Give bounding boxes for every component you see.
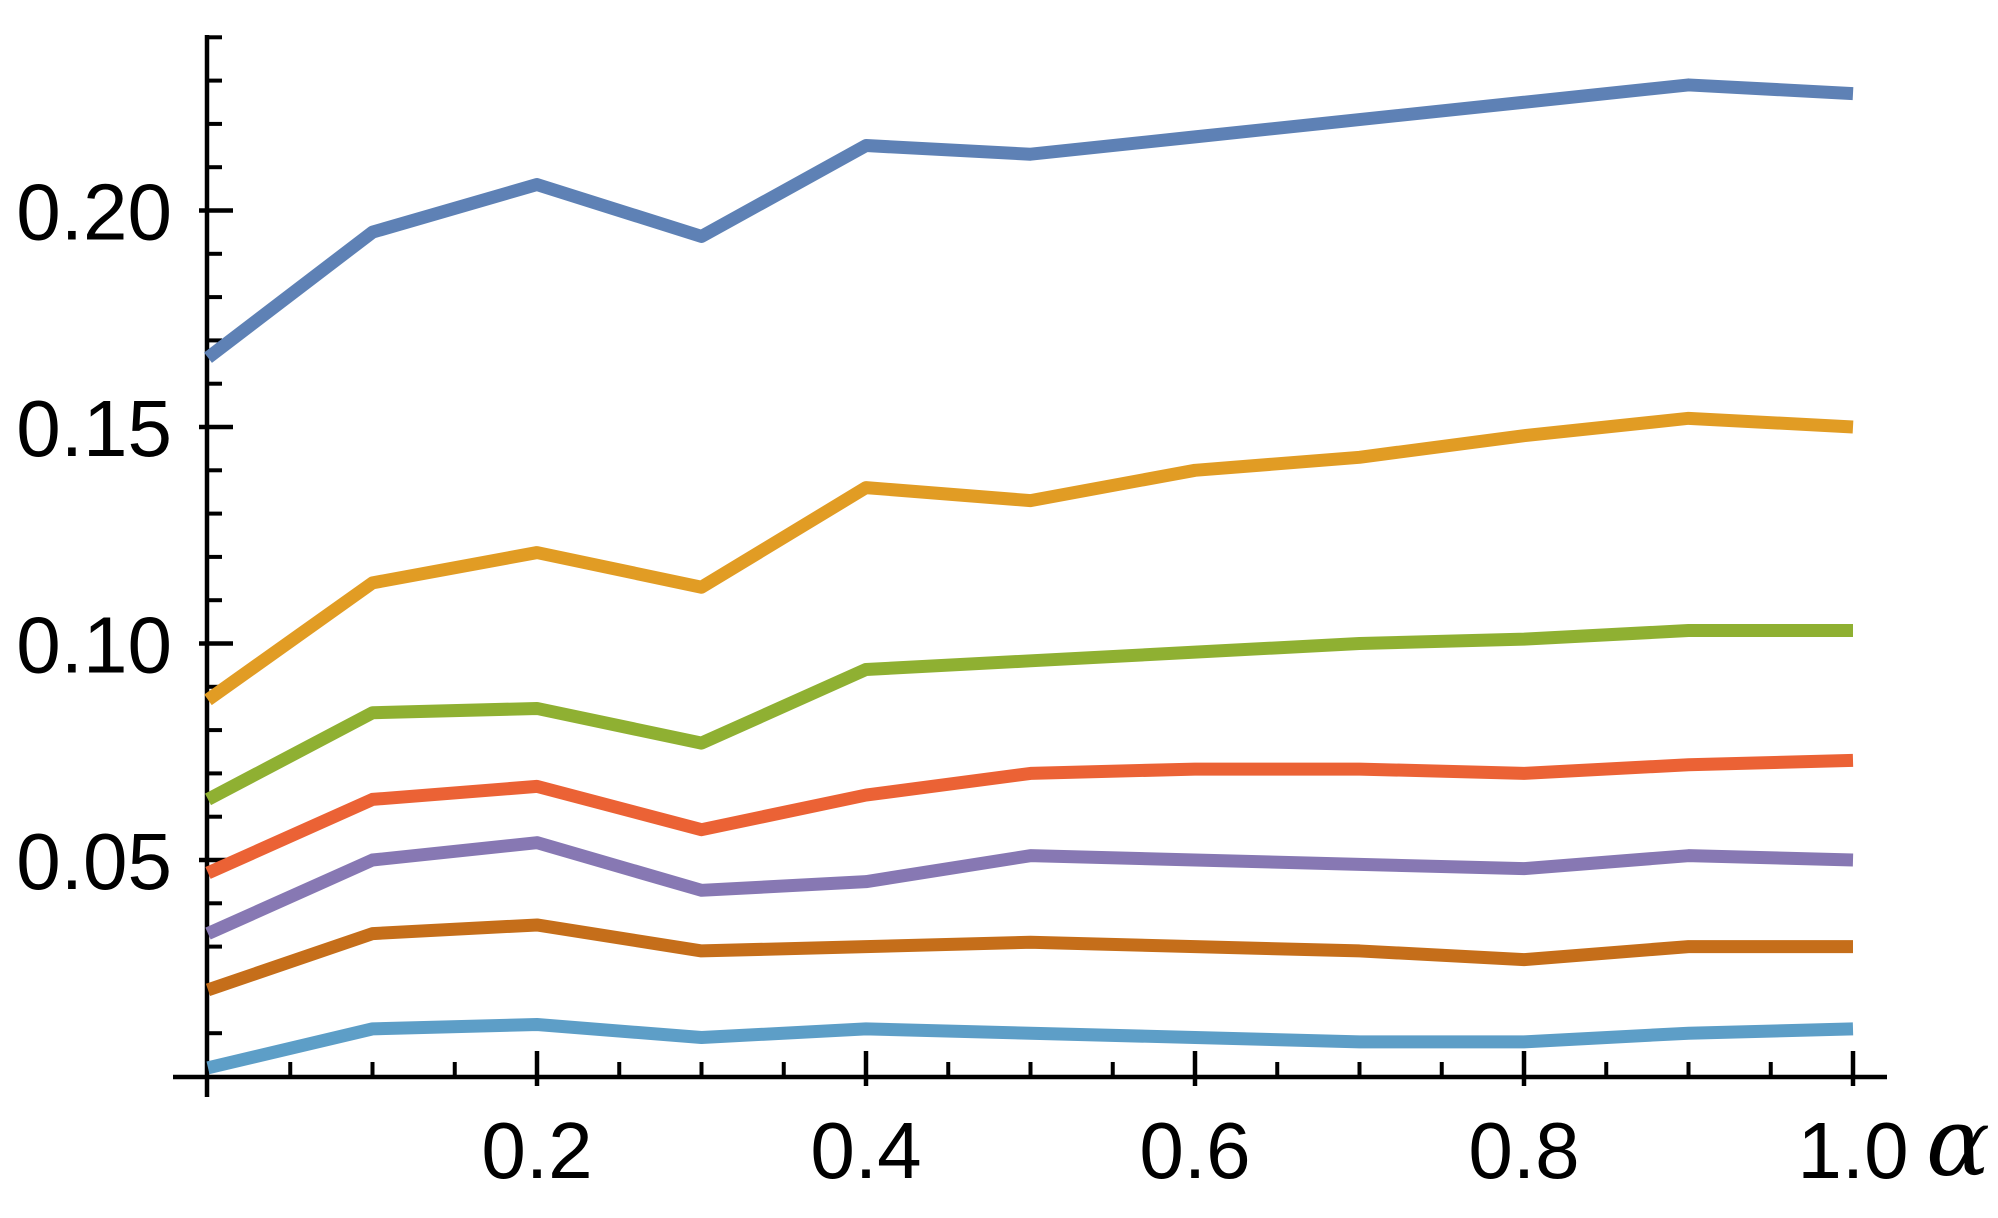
y-tick-label: 0.20 bbox=[16, 168, 172, 257]
series-3-green-line bbox=[204, 624, 1853, 806]
x-tick-label: 1.0 bbox=[1797, 1106, 1908, 1195]
series-2-orange-line bbox=[204, 411, 1854, 706]
series-4-red-line bbox=[205, 753, 1854, 879]
series-1-blue-line bbox=[204, 78, 1854, 363]
x-tick-label: 0.2 bbox=[481, 1106, 592, 1195]
x-tick-label: 0.8 bbox=[1468, 1106, 1579, 1195]
series-7-lightblue-line bbox=[206, 1018, 1854, 1075]
x-axis-label: α bbox=[1926, 1088, 1990, 1198]
series-5-purple-line bbox=[205, 836, 1854, 940]
y-tick-label: 0.15 bbox=[16, 384, 172, 473]
x-tick-label: 0.6 bbox=[1139, 1106, 1250, 1195]
y-tick-label: 0.05 bbox=[16, 817, 172, 906]
series-6-brown-line bbox=[205, 918, 1853, 997]
y-tick-label: 0.10 bbox=[16, 601, 172, 690]
x-tick-label: 0.4 bbox=[810, 1106, 921, 1195]
